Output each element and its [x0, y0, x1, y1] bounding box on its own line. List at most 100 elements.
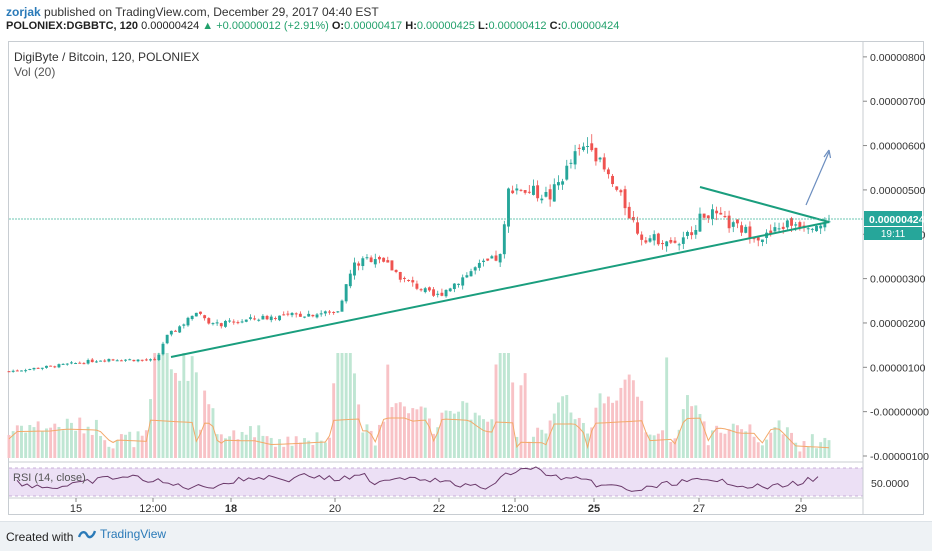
volume-bar [111, 448, 115, 458]
price-chart[interactable]: DigiByte / Bitcoin, 120, POLONIEX Vol (2… [0, 0, 932, 520]
volume-bar [511, 382, 515, 458]
candle-body [45, 365, 48, 368]
volume-bar [211, 408, 215, 458]
candle-body [527, 191, 531, 193]
candle-body [569, 162, 573, 164]
volume-bar [681, 409, 685, 458]
candle-body [636, 222, 639, 234]
author-link[interactable]: zorjak [6, 5, 41, 19]
candle-body [20, 370, 23, 372]
candle-body [315, 314, 319, 318]
volume-bar [140, 435, 144, 458]
volume-bar [523, 373, 527, 458]
volume-bar [581, 422, 585, 458]
candle-body [82, 363, 86, 365]
volume-bar [86, 426, 90, 458]
volume-bar [527, 441, 531, 458]
last-price: 0.00000424 [141, 20, 200, 32]
volume-bar [348, 353, 352, 458]
volume-bar [174, 372, 177, 458]
volume-bar [544, 433, 548, 458]
candle-body [677, 244, 681, 246]
low-label: L: [478, 20, 489, 32]
candle-body [702, 213, 706, 218]
volume-bar [57, 426, 61, 458]
volume-bar [24, 432, 28, 458]
candle-body [348, 273, 352, 287]
volume-bar [294, 436, 298, 458]
volume-bar [340, 353, 344, 458]
volume-bar [11, 431, 15, 458]
candle-body [719, 212, 723, 215]
volume-bar [157, 353, 161, 458]
volume-bar [427, 418, 431, 458]
volume-bar [344, 353, 348, 458]
volume-bar [565, 394, 569, 458]
volume-bar [448, 410, 452, 458]
publish-line: zorjak published on TradingView.com, Dec… [6, 5, 379, 19]
candle-body [785, 220, 789, 228]
volume-bar [440, 412, 444, 458]
x-tick-label: 20 [329, 503, 341, 515]
candle-body [665, 241, 669, 247]
candle-body [465, 275, 469, 278]
candle-body [140, 359, 144, 361]
candle-body [498, 254, 502, 263]
candle-body [11, 370, 15, 372]
candle-body [190, 315, 194, 320]
candle-body [232, 321, 236, 323]
volume-bar [94, 419, 98, 458]
volume-bar [124, 434, 127, 458]
volume-bar [698, 414, 702, 458]
volume-bar [706, 445, 710, 458]
candle-body [169, 330, 173, 335]
candle-body [244, 319, 248, 322]
volume-bar [415, 409, 419, 458]
volume-bar [781, 434, 785, 458]
candle-body [332, 312, 336, 314]
candle-body [507, 188, 510, 227]
candle-body [386, 260, 390, 263]
candle-body [444, 289, 448, 297]
candle-body [178, 326, 182, 333]
volume-bar [436, 427, 440, 458]
candle-body [186, 317, 190, 326]
volume-bar [236, 439, 240, 458]
volume-bar [735, 425, 739, 458]
y-tick-label: 0.00000200 [870, 318, 926, 330]
volume-bar [261, 435, 265, 458]
volume-bar [806, 446, 810, 458]
support-trendline [170, 221, 830, 358]
price-axis: 0.00000800 0.00000700 0.00000600 0.00000500… [863, 52, 929, 463]
tradingview-link[interactable]: TradingView [78, 527, 166, 541]
volume-bar [36, 421, 40, 458]
volume-bar [477, 415, 481, 458]
candle-body [577, 147, 581, 149]
volume-bar [411, 408, 415, 458]
candle-body [731, 222, 735, 227]
candle-body [378, 256, 381, 260]
volume-label: Vol (20) [14, 65, 55, 79]
volume-bar [744, 431, 748, 458]
x-tick-label: 18 [225, 503, 237, 515]
volume-bars [7, 353, 831, 458]
volume-bar [40, 431, 44, 458]
volume-bar [694, 405, 698, 458]
volume-bar [494, 364, 498, 458]
volume-bar [20, 425, 23, 458]
candle-body [411, 280, 415, 283]
candle-body [436, 293, 440, 295]
candle-body [794, 224, 798, 226]
current-price-tag [864, 211, 922, 226]
volume-bar [648, 434, 652, 458]
candle-body [398, 271, 402, 280]
volume-bar [53, 423, 57, 458]
trendlines [170, 186, 830, 358]
volume-bar [419, 406, 423, 458]
volume-bar [186, 380, 190, 458]
volume-bar [323, 442, 327, 458]
volume-ma-line [8, 417, 830, 450]
candle-body [502, 224, 506, 255]
y-tick-label: 0.00000100 [870, 362, 926, 374]
candle-body [253, 318, 257, 320]
